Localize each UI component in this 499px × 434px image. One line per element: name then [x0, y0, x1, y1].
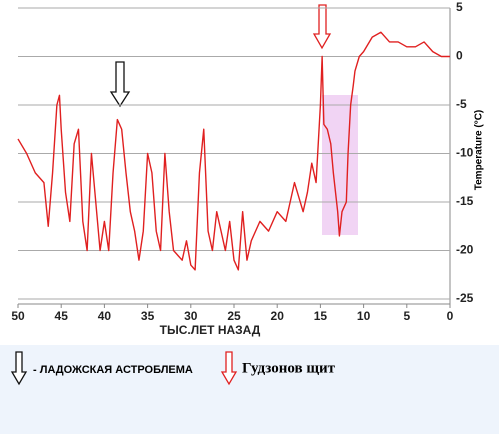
y-axis-title: Temperature (°C): [474, 110, 485, 191]
legend-area: [0, 345, 499, 434]
line: [17, 31, 450, 271]
y-tick-label: -15: [456, 194, 474, 208]
legend-label: Гудзонов щит: [242, 360, 336, 376]
x-tick-label: 30: [184, 309, 198, 323]
x-tick-label: 45: [55, 309, 69, 323]
y-tick-label: -5: [456, 97, 467, 111]
legend-arrow: [10, 351, 28, 386]
x-tick-label: 10: [357, 309, 371, 323]
y-tick-label: 0: [456, 49, 463, 63]
x-tick-label: 5: [403, 309, 410, 323]
x-tick-label: 25: [227, 309, 241, 323]
legend-arrow: [220, 351, 238, 386]
marker-arrow: [312, 4, 332, 50]
x-tick-label: 40: [98, 309, 112, 323]
x-tick-label: 15: [314, 309, 328, 323]
x-tick-label: 50: [11, 309, 25, 323]
y-tick-label: 5: [456, 0, 463, 14]
x-tick-label: 20: [271, 309, 285, 323]
y-tick-label: -25: [456, 291, 474, 305]
marker-arrow: [109, 61, 131, 108]
legend-label: - ЛАДОЖСКАЯ АСТРОБЛЕМА: [33, 364, 193, 376]
x-tick-label: 35: [141, 309, 155, 323]
shading: [322, 95, 358, 235]
y-tick-label: -20: [456, 243, 474, 257]
x-axis-title: ТЫС.ЛЕТ НАЗАД: [160, 323, 261, 337]
y-tick-label: -10: [456, 146, 474, 160]
x-tick-label: 0: [447, 309, 454, 323]
